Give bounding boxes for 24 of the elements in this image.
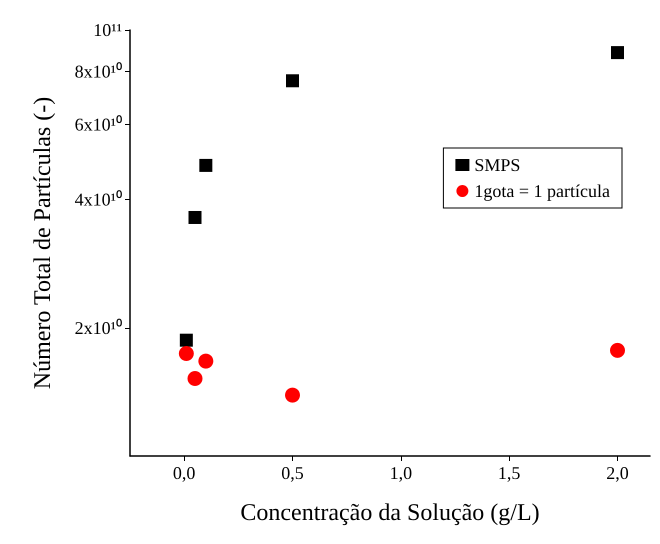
- point: [285, 388, 300, 403]
- point: [610, 342, 625, 358]
- point: [611, 46, 624, 60]
- x-tick-label: 2,0: [606, 463, 629, 483]
- point: [286, 74, 299, 88]
- x-tick-label: 0,5: [281, 463, 304, 483]
- point: [188, 371, 202, 386]
- y-tick-label: 8x10¹⁰: [74, 61, 122, 82]
- x-tick-label: 1,0: [390, 463, 412, 483]
- y-tick-label: 6x10¹⁰: [74, 114, 122, 135]
- point: [180, 334, 193, 347]
- point: [199, 158, 212, 172]
- y-axis-title: Número Total de Partículas (-): [30, 96, 56, 390]
- y-tick-label: 10¹¹: [93, 20, 122, 40]
- x-tick-label: 0,0: [172, 463, 196, 483]
- point: [188, 210, 202, 224]
- legend-label: SMPS: [474, 155, 520, 175]
- y-tick-label: 4x10¹⁰: [74, 190, 122, 210]
- legend-label: 1gota = 1 partícula: [474, 181, 610, 201]
- y-tick-label: 2x10¹⁰: [74, 318, 122, 338]
- point: [198, 354, 214, 369]
- x-tick-label: 1,5: [498, 463, 520, 483]
- point: [178, 346, 194, 362]
- x-axis-title: Concentração da Solução (g/L): [240, 500, 540, 526]
